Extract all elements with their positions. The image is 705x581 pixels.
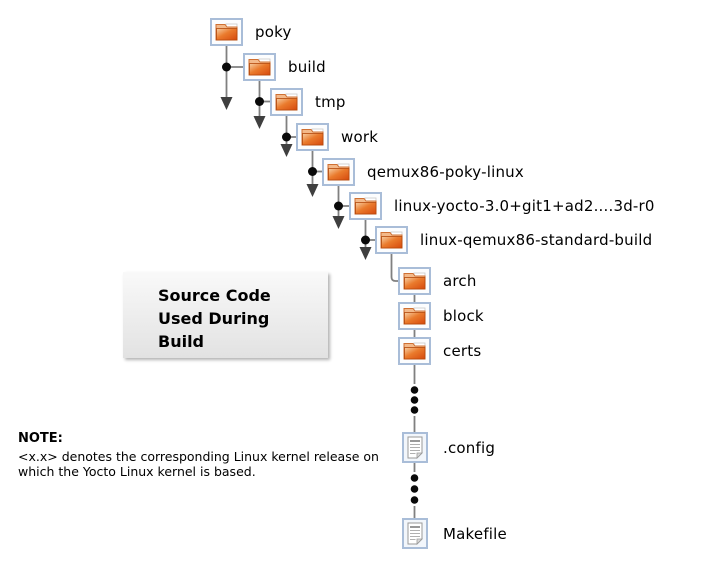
caption-line: Used During xyxy=(158,309,270,328)
caption-line: Build xyxy=(158,332,205,351)
folder-icon xyxy=(210,18,243,46)
tree-node-config-file: .config xyxy=(402,432,495,463)
tree-node-label: .config xyxy=(443,438,496,457)
tree-node-work: work xyxy=(296,123,378,151)
caption-box: Source Code Used During Build xyxy=(123,272,328,358)
tree-node-qemux86-poky-linux: qemux86-poky-linux xyxy=(322,158,524,186)
tree-node-label: tmp xyxy=(315,92,346,111)
tree-node-label: arch xyxy=(443,272,477,290)
tree-node-poky: poky xyxy=(210,18,292,46)
tree-node-label: linux-yocto-3.0+git1+ad2....3d-r0 xyxy=(394,197,655,215)
folder-icon xyxy=(398,302,431,330)
folder-icon xyxy=(398,337,431,365)
tree-node-label: build xyxy=(288,58,326,76)
tree-node-label: Makefile xyxy=(443,524,507,543)
tree-node-tmp: tmp xyxy=(270,88,346,116)
down-arrowheads xyxy=(220,97,372,260)
tree-node-label: qemux86-poky-linux xyxy=(367,162,524,181)
caption-line: Source Code xyxy=(158,286,271,305)
note-block: NOTE: <x.x> denotes the corresponding Li… xyxy=(18,431,388,480)
tree-node-label: poky xyxy=(255,23,292,41)
folder-icon xyxy=(375,226,408,254)
folder-icon xyxy=(270,88,303,116)
document-icon xyxy=(402,518,428,549)
tree-node-label: certs xyxy=(443,342,482,360)
tree-node-certs: certs xyxy=(398,337,481,365)
tree-node-linux-qemux86-standard-build: linux-qemux86-standard-build xyxy=(375,226,652,254)
note-text-line: <x.x> denotes the corresponding Linux ke… xyxy=(18,448,379,464)
tree-node-label: linux-qemux86-standard-build xyxy=(420,231,653,249)
folder-icon xyxy=(349,192,382,220)
document-icon xyxy=(402,432,428,463)
note-text-line: which the Yocto Linux kernel is based. xyxy=(18,464,256,479)
note-title: NOTE: xyxy=(18,431,63,446)
tree-node-linux-yocto: linux-yocto-3.0+git1+ad2....3d-r0 xyxy=(349,192,655,220)
tree-node-block: block xyxy=(398,302,484,330)
junction-dots xyxy=(222,62,370,245)
tree-node-label: work xyxy=(341,128,379,146)
folder-icon xyxy=(296,123,329,151)
ellipsis-dots-upper xyxy=(410,386,419,414)
ellipsis-dots-lower xyxy=(410,474,419,504)
tree-node-makefile: Makefile xyxy=(402,518,507,549)
folder-icon xyxy=(243,53,276,81)
folder-icon xyxy=(398,267,431,295)
tree-node-arch: arch xyxy=(398,267,477,295)
tree-node-build: build xyxy=(243,53,326,81)
folder-icon xyxy=(322,158,355,186)
tree-node-label: block xyxy=(443,307,484,325)
